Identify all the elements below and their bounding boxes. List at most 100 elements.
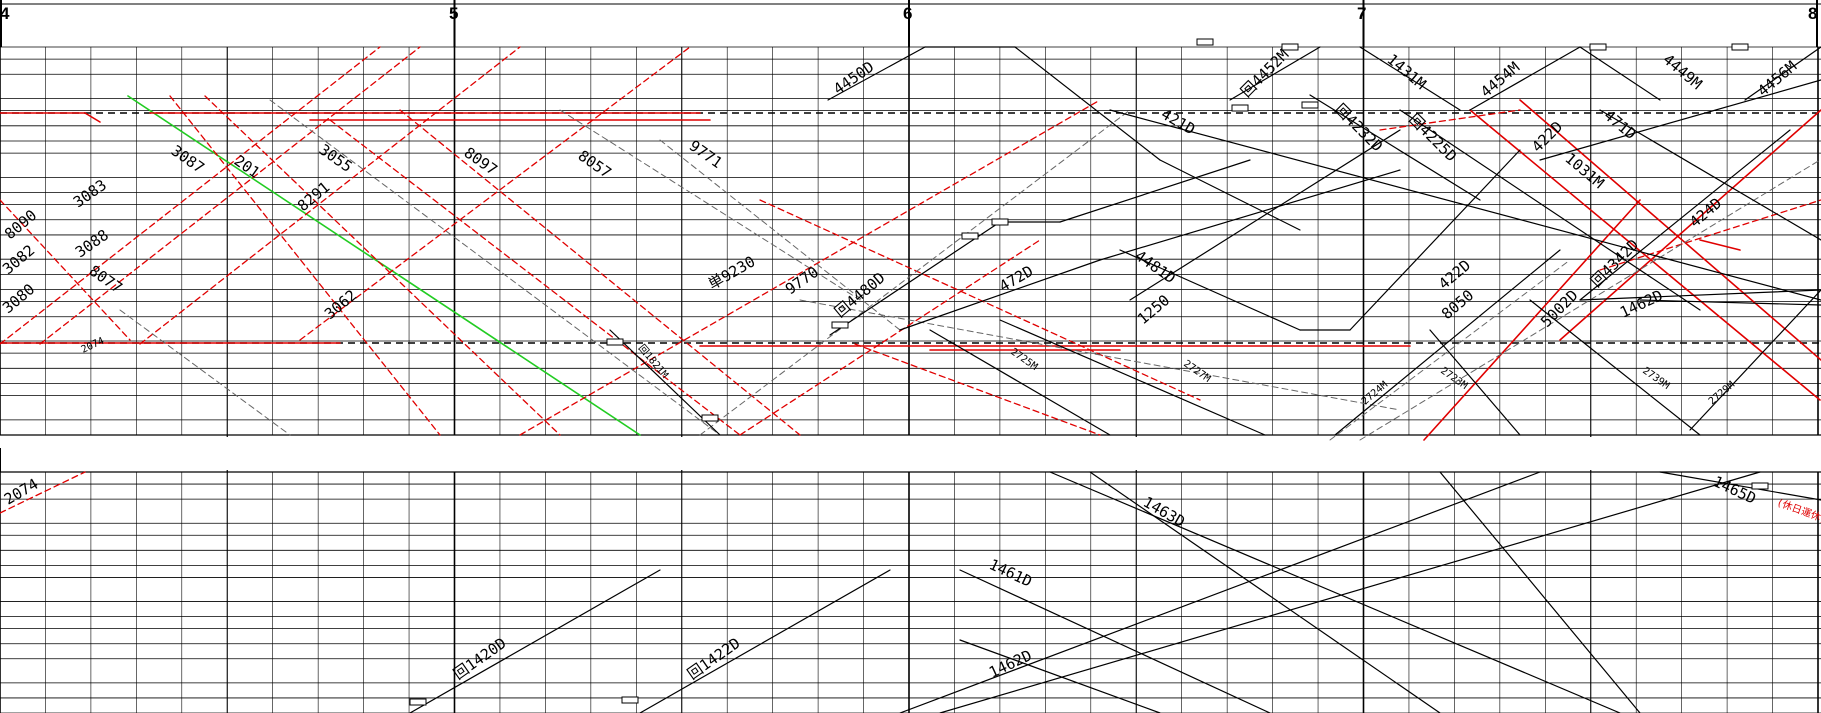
train-path bbox=[1109, 109, 1821, 301]
stop-marker bbox=[409, 698, 427, 706]
train-path bbox=[1429, 329, 1521, 436]
train-path bbox=[799, 299, 1401, 411]
train-path bbox=[1399, 109, 1701, 311]
train-path bbox=[1089, 471, 1441, 713]
train-label-8077: 8077 bbox=[86, 262, 126, 297]
stop-marker bbox=[1301, 101, 1319, 109]
hour-label-8: 8 bbox=[1808, 4, 1817, 23]
train-path bbox=[269, 99, 721, 436]
train-path bbox=[739, 239, 1041, 436]
train-path bbox=[854, 343, 1101, 436]
train-path bbox=[929, 329, 1111, 436]
train-path bbox=[1159, 159, 1301, 231]
train-path bbox=[1359, 46, 1461, 111]
train-label-1250: 1250 bbox=[1134, 291, 1173, 328]
train-path bbox=[1689, 289, 1821, 431]
train-label-9771: 9771 bbox=[686, 137, 726, 172]
train-label-1431M: 1431M bbox=[1383, 50, 1429, 93]
train-path bbox=[639, 569, 891, 713]
train-path bbox=[1014, 46, 1161, 161]
train-path bbox=[1579, 129, 1791, 301]
train-path bbox=[169, 95, 441, 436]
train-path bbox=[84, 112, 101, 123]
train-path bbox=[39, 46, 421, 345]
stop-marker bbox=[991, 218, 1009, 226]
train-path bbox=[1529, 299, 1701, 436]
train-label-1465D: 1465D bbox=[1710, 472, 1759, 507]
train-path bbox=[999, 319, 1266, 436]
train-label-8050: 8050 bbox=[1438, 286, 1477, 323]
hour-label-7: 7 bbox=[1357, 4, 1366, 23]
train-path bbox=[939, 471, 1761, 713]
stop-marker bbox=[1751, 482, 1769, 490]
train-path bbox=[1379, 109, 1521, 131]
train-label-1463D: 1463D bbox=[1140, 493, 1188, 531]
train-label-2723M: 2723M bbox=[1438, 365, 1469, 391]
train-path bbox=[959, 569, 1271, 713]
train-path bbox=[759, 199, 1201, 401]
stop-marker bbox=[1589, 43, 1607, 51]
train-path bbox=[1469, 46, 1581, 111]
stop-marker bbox=[606, 338, 624, 346]
train-path bbox=[299, 46, 691, 341]
train-label-1462D-a: 1462D bbox=[1617, 286, 1666, 321]
train-lines bbox=[0, 38, 1821, 713]
train-path bbox=[399, 109, 801, 436]
train-label-3062: 3062 bbox=[321, 286, 360, 323]
train-path bbox=[1059, 159, 1251, 223]
train-path bbox=[0, 199, 131, 341]
train-label-472D: 472D bbox=[996, 262, 1036, 296]
train-label-2739M: 2739M bbox=[1640, 365, 1671, 391]
train-path bbox=[1699, 239, 1741, 251]
train-path bbox=[899, 259, 1101, 331]
train-path bbox=[1599, 109, 1821, 241]
train-label-4225D: 回4225D bbox=[1405, 110, 1460, 165]
hour-axis: 4 5 6 7 8 bbox=[0, 4, 1817, 23]
train-path bbox=[1334, 249, 1561, 436]
train-label-1821M: 回1821M bbox=[636, 342, 671, 380]
train-path bbox=[1049, 471, 1621, 713]
train-label-4481D: 4481D bbox=[1132, 247, 1179, 288]
stop-marker bbox=[1731, 43, 1749, 51]
stop-marker bbox=[701, 414, 719, 422]
train-path bbox=[1519, 99, 1821, 361]
train-path bbox=[1329, 259, 1571, 441]
train-path bbox=[827, 46, 926, 101]
stop-marker bbox=[961, 232, 979, 240]
train-label-4452M: 回4452M bbox=[1237, 46, 1292, 101]
stop-marker bbox=[1231, 104, 1249, 112]
train-label-3083: 3083 bbox=[70, 176, 110, 211]
train-label-2074-a: 2074 bbox=[80, 336, 106, 356]
train-path bbox=[1579, 46, 1661, 101]
stop-marker bbox=[831, 321, 849, 329]
train-label-4449M: 4449M bbox=[1659, 50, 1705, 93]
hour-label-6: 6 bbox=[903, 4, 912, 23]
train-path bbox=[559, 109, 861, 301]
train-path bbox=[1349, 149, 1521, 331]
train-path bbox=[1559, 109, 1821, 341]
train-label-2727M: 2727M bbox=[1181, 358, 1212, 384]
train-path bbox=[127, 95, 641, 436]
train-path bbox=[139, 46, 521, 345]
train-label-3088: 3088 bbox=[72, 226, 112, 261]
hour-label-4: 4 bbox=[0, 4, 10, 23]
train-path bbox=[699, 109, 1131, 436]
train-label-8097: 8097 bbox=[461, 144, 501, 179]
train-path bbox=[959, 639, 1161, 713]
train-path bbox=[1599, 199, 1821, 271]
train-label-4342D: 回4342D bbox=[1587, 236, 1642, 291]
train-label-9230: 単9230 bbox=[705, 252, 758, 293]
train-path bbox=[1119, 249, 1301, 331]
train-path bbox=[1469, 109, 1821, 401]
train-path bbox=[1744, 46, 1821, 101]
stop-marker bbox=[1281, 43, 1299, 51]
train-label-4450D: 4450D bbox=[830, 58, 877, 99]
hour-label-5: 5 bbox=[449, 4, 458, 23]
train-path bbox=[119, 309, 291, 436]
train-path bbox=[409, 569, 661, 713]
train-path bbox=[519, 99, 1101, 436]
train-path bbox=[1439, 471, 1641, 713]
train-label-3087: 3087 bbox=[168, 142, 208, 177]
train-path bbox=[0, 46, 381, 345]
